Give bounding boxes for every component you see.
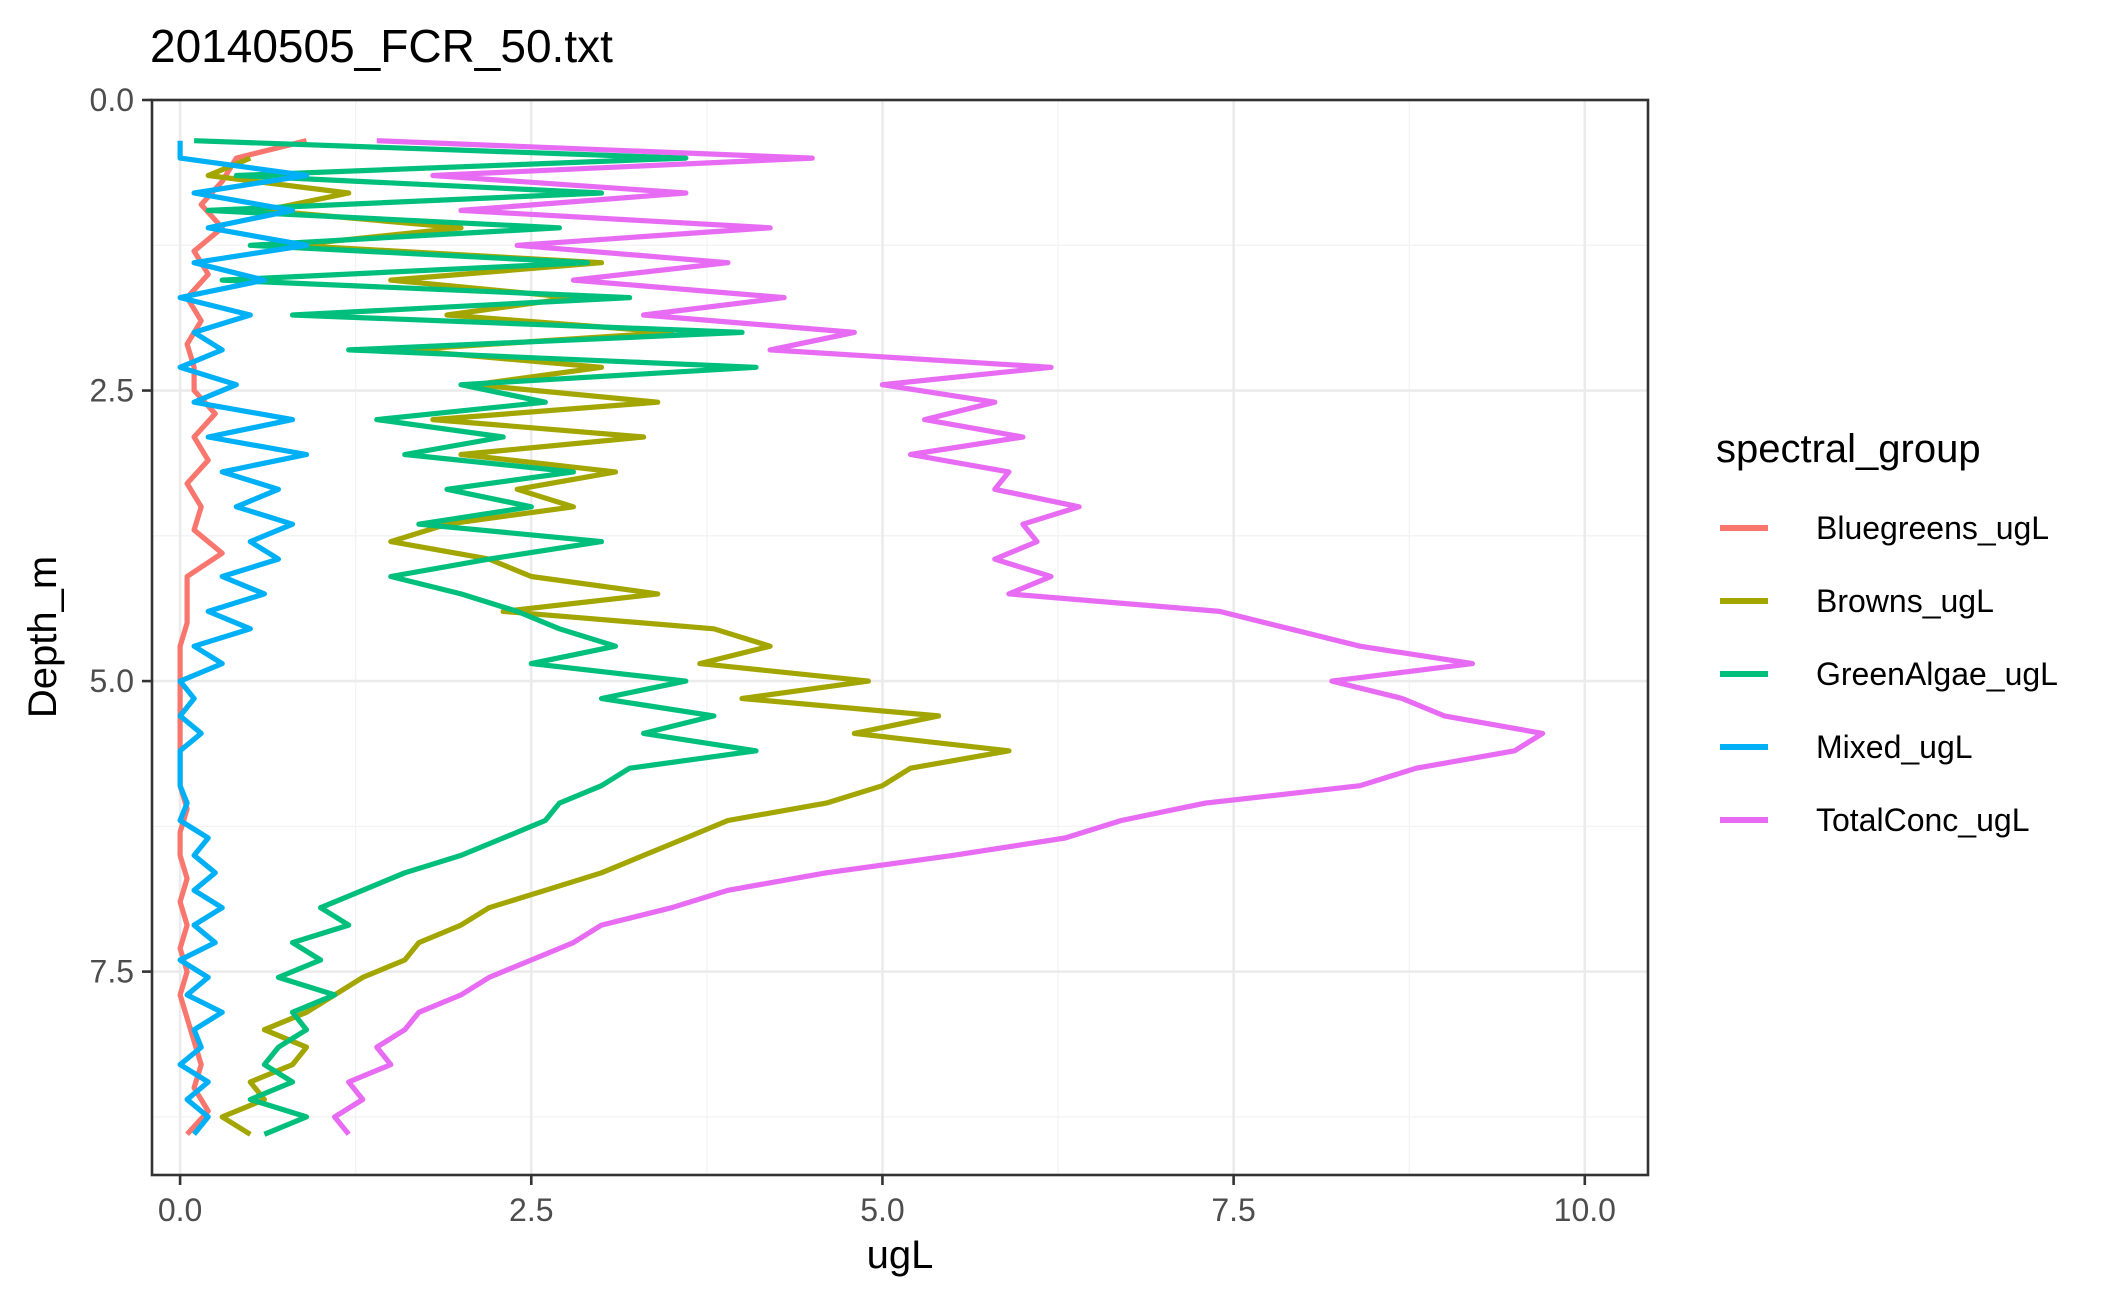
series-line-mixed-ugl [177, 140, 310, 1136]
y-tick-label: 7.5 [90, 954, 134, 990]
series-layer [177, 138, 1546, 1137]
y-tick-label: 0.0 [90, 82, 134, 118]
series-line-totalconc-ugl [332, 138, 1546, 1136]
plot-panel-border [150, 98, 1650, 1177]
x-tick-label: 2.5 [509, 1192, 553, 1228]
y-axis-title: Depth_m [21, 556, 65, 718]
x-tick-label: 10.0 [1554, 1192, 1616, 1228]
y-tick-label: 5.0 [90, 663, 134, 699]
chart-title: 20140505_FCR_50.txt [150, 20, 613, 72]
legend-label-bluegreens-ugl: Bluegreens_ugL [1816, 510, 2049, 546]
series-line-greenalgae-ugl [194, 138, 759, 1137]
y-axis: 0.0 2.5 5.0 7.5 [90, 82, 152, 990]
plot-panel-background [152, 100, 1648, 1175]
legend-label-browns-ugl: Browns_ugL [1816, 583, 1994, 619]
legend-label-greenalgae-ugl: GreenAlgae_ugL [1816, 656, 2058, 692]
series-line-browns-ugl [205, 155, 1012, 1137]
legend-label-mixed-ugl: Mixed_ugL [1816, 729, 1973, 765]
x-tick-label: 5.0 [860, 1192, 904, 1228]
x-tick-label: 0.0 [158, 1192, 202, 1228]
legend-label-totalconc-ugl: TotalConc_ugL [1816, 802, 2029, 838]
x-axis: 0.0 2.5 5.0 7.5 10.0 [158, 1175, 1616, 1228]
legend-title: spectral_group [1716, 427, 1981, 471]
y-tick-label: 2.5 [90, 373, 134, 409]
x-axis-title: ugL [867, 1233, 934, 1277]
legend: spectral_group Bluegreens_ugL Browns_ugL G… [1716, 427, 2058, 838]
x-tick-label: 7.5 [1211, 1192, 1255, 1228]
